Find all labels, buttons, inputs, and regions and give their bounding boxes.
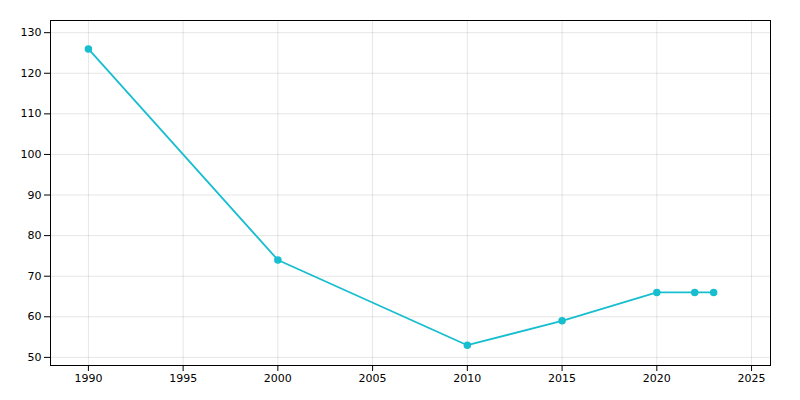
svg-text:2015: 2015: [548, 372, 576, 385]
svg-text:80: 80: [28, 229, 42, 242]
svg-text:60: 60: [28, 310, 42, 323]
svg-text:70: 70: [28, 270, 42, 283]
svg-text:50: 50: [28, 351, 42, 364]
svg-text:2005: 2005: [359, 372, 387, 385]
svg-text:2000: 2000: [264, 372, 292, 385]
svg-text:2010: 2010: [453, 372, 481, 385]
svg-text:130: 130: [21, 26, 42, 39]
svg-text:120: 120: [21, 67, 42, 80]
svg-text:2025: 2025: [738, 372, 766, 385]
svg-text:90: 90: [28, 189, 42, 202]
svg-text:110: 110: [21, 107, 42, 120]
svg-text:100: 100: [21, 148, 42, 161]
svg-text:2020: 2020: [643, 372, 671, 385]
svg-text:1990: 1990: [74, 372, 102, 385]
svg-text:1995: 1995: [169, 372, 197, 385]
